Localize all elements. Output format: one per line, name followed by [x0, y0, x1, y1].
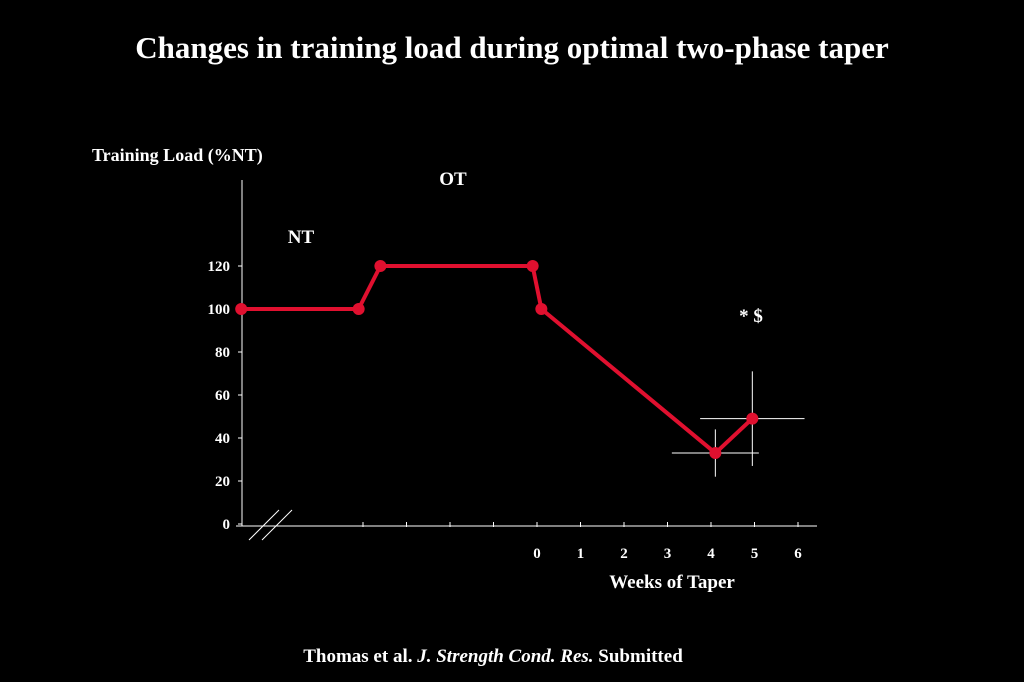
y-tick-label: 100	[208, 302, 231, 318]
y-tick-label: 60	[215, 388, 230, 404]
x-tick-label: 4	[707, 546, 715, 562]
data-point	[235, 303, 248, 315]
x-axis-label: Weeks of Taper	[609, 572, 735, 593]
x-tick-label: 3	[664, 546, 672, 562]
y-tick-label: 80	[215, 345, 230, 361]
annotation-significance: * $	[739, 306, 763, 327]
data-point	[352, 303, 365, 315]
series-points	[235, 260, 759, 460]
x-tick-label: 2	[620, 546, 628, 562]
y-tick-label: 20	[215, 474, 230, 490]
x-ticks	[362, 522, 799, 527]
x-tick-label: 1	[577, 546, 585, 562]
chart-title: Changes in training load during optimal …	[135, 30, 889, 65]
y-ticks: 0 20 40 60 80 100 120	[208, 259, 242, 533]
citation: Thomas et al. J. Strength Cond. Res. Sub…	[0, 646, 986, 668]
y-tick-label: 0	[223, 517, 231, 533]
annotation-nt: NT	[288, 227, 315, 248]
error-bars	[671, 371, 805, 477]
y-tick-label: 40	[215, 431, 230, 447]
x-axis	[236, 509, 817, 541]
axis-break-mark	[248, 509, 280, 541]
x-tick-label: 6	[794, 546, 802, 562]
data-point	[374, 260, 387, 272]
x-tick-label: 5	[751, 546, 759, 562]
series-line	[241, 264, 754, 456]
x-tick-labels: 0 1 2 3 4 5 6	[533, 546, 802, 562]
data-point	[709, 447, 722, 460]
x-tick-label: 0	[533, 546, 541, 562]
citation-authors: Thomas et al.	[303, 646, 413, 667]
data-point	[746, 412, 759, 425]
data-point	[535, 303, 548, 315]
y-axis-label: Training Load (%NT)	[92, 145, 263, 165]
citation-status: Submitted	[598, 646, 683, 667]
y-tick-label: 120	[208, 259, 231, 275]
annotation-ot: OT	[439, 169, 467, 190]
axis-break-mark	[261, 509, 293, 541]
data-point	[526, 260, 539, 272]
citation-journal: J. Strength Cond. Res.	[417, 646, 594, 667]
